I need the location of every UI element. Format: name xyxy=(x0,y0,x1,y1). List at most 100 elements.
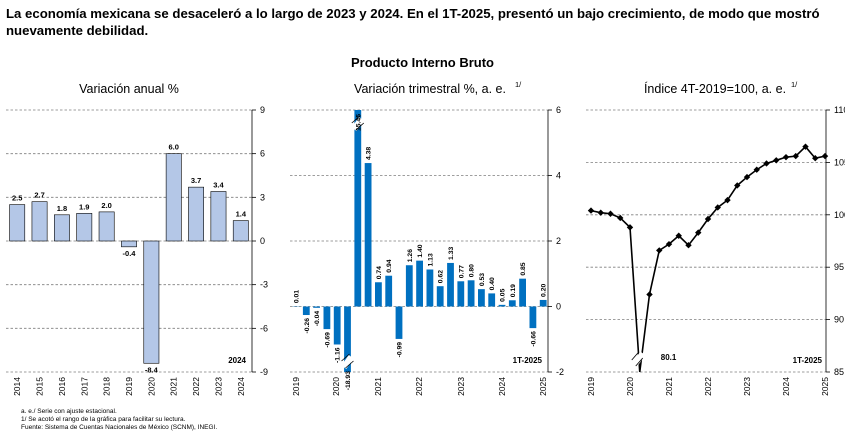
chart2-data-label: -1.16 xyxy=(335,347,342,363)
chart2-bar xyxy=(375,282,382,307)
chart2-bar xyxy=(498,304,506,307)
chart1-y-tick-label: -3 xyxy=(260,280,268,290)
footnotes: a. e./ Serie con ajuste estacional. 1/ S… xyxy=(21,408,217,433)
chart1-data-label: -8.4 xyxy=(145,365,159,374)
chart3-point xyxy=(714,204,721,211)
chart3-point xyxy=(734,182,741,189)
chart2-bar xyxy=(385,275,393,307)
chart2-data-label: 1.26 xyxy=(407,249,414,262)
chart1-bar xyxy=(31,201,48,242)
chart3-y-tick-label: 100 xyxy=(834,210,845,220)
chart3-point xyxy=(763,160,770,167)
chart2-break-line xyxy=(341,353,350,362)
chart3-point xyxy=(802,143,809,150)
chart3-x-tick-label: 2022 xyxy=(703,377,713,396)
chart3-y-tick-label: 90 xyxy=(834,315,844,325)
chart2-title-sup: 1/ xyxy=(515,80,522,89)
chart2-data-label: 0.20 xyxy=(541,284,548,297)
chart2-bar xyxy=(488,293,496,307)
chart3-y-tick-label: 105 xyxy=(834,157,845,167)
chart2-data-label: -0.66 xyxy=(530,331,537,347)
chart2-bar xyxy=(313,306,320,308)
chart1-x-tick-label: 2022 xyxy=(191,377,201,396)
chart1-x-tick-label: 2014 xyxy=(12,377,22,396)
chart1-x-tick-label: 2018 xyxy=(102,377,112,396)
chart1-y-tick-label: -6 xyxy=(260,323,268,333)
chart2-y-tick-label: -2 xyxy=(556,367,564,377)
chart3-x-tick-label: 2019 xyxy=(586,377,596,396)
chart2-data-label: 1.13 xyxy=(427,253,434,266)
chart2-data-label: 15.45 xyxy=(355,114,362,131)
chart2-data-label: -0.04 xyxy=(314,311,321,327)
chart1-bar xyxy=(232,220,249,242)
chart1-data-label: 6.0 xyxy=(169,143,179,152)
chart2-y-tick-label: 0 xyxy=(556,302,561,312)
chart2-bar xyxy=(364,163,372,307)
chart2-bar xyxy=(344,306,351,372)
chart2-bar xyxy=(508,300,516,307)
chart2-x-tick-label: 2019 xyxy=(291,377,301,396)
chart1-x-tick-label: 2016 xyxy=(57,377,67,396)
chart1-data-label: 1.4 xyxy=(236,210,247,219)
chart1-bar xyxy=(210,191,227,242)
chart1-data-label: 1.9 xyxy=(79,202,89,211)
chart2-bar xyxy=(478,289,485,307)
chart3-axis-break xyxy=(632,351,646,367)
chart1-data-label: 3.7 xyxy=(191,176,201,185)
chart3-point xyxy=(665,240,673,248)
chart1-y-tick-label: -9 xyxy=(260,367,268,377)
chart3-x-tick-label: 2024 xyxy=(781,377,791,396)
chart2-data-label: 0.80 xyxy=(469,264,476,277)
chart2-data-label: 4.38 xyxy=(366,147,373,160)
chart2-title: Variación trimestral %, a. e. xyxy=(354,82,506,96)
chart1-bar xyxy=(188,186,204,242)
chart2-data-label: 0.94 xyxy=(386,259,393,272)
chart2-data-label: 1.33 xyxy=(448,246,455,259)
chart2-data-label: 0.53 xyxy=(479,273,486,286)
chart2-x-tick-label: 2022 xyxy=(414,377,424,396)
chart3-title-sup: 1/ xyxy=(791,80,798,89)
chart1-x-tick-label: 2019 xyxy=(124,377,134,396)
chart2-data-label: -18.93 xyxy=(345,371,352,390)
chart1-data-label: -0.4 xyxy=(123,249,137,258)
chart2-break-line xyxy=(351,115,361,124)
chart1-title: Variación anual % xyxy=(79,82,179,96)
chart2-data-label: 0.74 xyxy=(376,266,383,279)
chart3-point xyxy=(773,157,780,164)
chart1-bar xyxy=(9,204,26,242)
chart3-x-tick-label: 2021 xyxy=(664,377,674,396)
chart3-point xyxy=(782,153,790,161)
chart3-series-line xyxy=(590,145,826,373)
chart3-point xyxy=(792,152,799,160)
footnote-2: 1/ Se acotó el rango de la gráfica para … xyxy=(21,416,186,424)
chart1-data-label: 2.7 xyxy=(34,191,44,200)
chart1-x-tick-label: 2021 xyxy=(169,377,179,396)
chart2-data-label: 0.05 xyxy=(500,288,507,301)
chart3-point xyxy=(821,152,829,160)
chart2-bar xyxy=(529,306,537,329)
chart3-y-tick-label: 110 xyxy=(834,105,845,115)
chart2-y-tick-label: 4 xyxy=(556,171,561,181)
chart2-data-label: -0.26 xyxy=(304,318,311,334)
chart3-point xyxy=(812,155,819,162)
chart3-point xyxy=(724,196,731,204)
chart2-bar xyxy=(302,306,310,316)
chart1-data-label: 2.0 xyxy=(101,201,111,210)
chart2-data-label: 0.85 xyxy=(520,262,527,275)
chart2-bar xyxy=(519,278,526,307)
chart3-point xyxy=(646,291,653,298)
chart2-data-label: 0.77 xyxy=(458,265,465,278)
footnote-3: Fuente: Sistema de Cuentas Nacionales de… xyxy=(21,424,218,432)
chart2-bar xyxy=(426,269,434,307)
chart2-y-tick-label: 2 xyxy=(556,236,561,246)
chart3-point xyxy=(617,214,624,222)
chart2-bar xyxy=(436,286,444,307)
chart3-break-line xyxy=(635,357,644,367)
chart1-annotation: 2024 xyxy=(228,356,246,365)
chart2-bar xyxy=(457,281,465,307)
chart2-axis-break xyxy=(351,117,364,131)
chart3-point xyxy=(597,209,604,216)
chart2-data-label: 1.40 xyxy=(417,244,424,257)
chart3-point xyxy=(704,215,712,223)
